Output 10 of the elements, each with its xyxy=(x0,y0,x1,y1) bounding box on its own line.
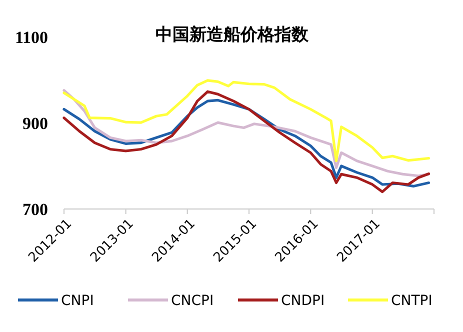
legend-label: CNPI xyxy=(61,292,94,309)
y-tick-label: 900 xyxy=(22,114,48,133)
legend-label: CNCPI xyxy=(171,292,214,309)
line-series xyxy=(62,89,430,178)
chart-title: 中国新造船价格指数 xyxy=(156,25,310,45)
y-tick-label: 1100 xyxy=(14,28,48,47)
legend-label: CNDPI xyxy=(281,292,325,309)
y-tick-label: 700 xyxy=(22,200,48,219)
legend-label: CNTPI xyxy=(391,292,432,309)
line-series xyxy=(62,79,430,162)
